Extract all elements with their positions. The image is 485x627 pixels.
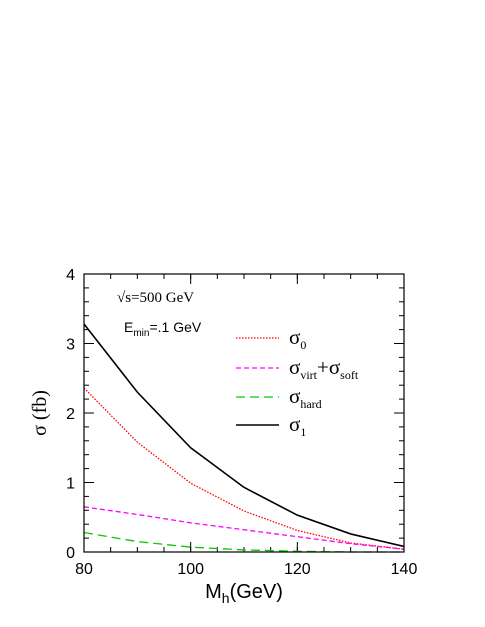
legend-label-1: σvirt+σsoft bbox=[289, 355, 359, 382]
y-tick-label: 1 bbox=[66, 476, 75, 493]
legend-label-3: σ1 bbox=[289, 412, 306, 439]
legend-label-2: σhard bbox=[289, 384, 322, 411]
y-axis-label: σ (fb) bbox=[29, 390, 51, 436]
annotation-sqrt-s: √s=500 GeV bbox=[117, 290, 194, 306]
x-tick-label: 120 bbox=[284, 561, 311, 578]
x-axis-label: Mh(GeV) bbox=[205, 581, 283, 606]
x-tick-label: 80 bbox=[75, 561, 93, 578]
annotation-emin: Emin=.1 GeV bbox=[124, 319, 202, 339]
y-tick-label: 4 bbox=[66, 267, 75, 284]
major-ticks bbox=[83, 273, 405, 553]
series-layer bbox=[83, 323, 405, 553]
y-tick-label: 0 bbox=[66, 545, 75, 562]
x-tick-label: 140 bbox=[391, 561, 418, 578]
x-tick-label: 100 bbox=[177, 561, 204, 578]
plot-frame bbox=[83, 273, 405, 553]
tick-labels: 80 100 120 140 0 1 2 3 4 bbox=[66, 267, 417, 578]
series-line-1 bbox=[83, 506, 405, 550]
minor-ticks bbox=[83, 273, 405, 553]
series-line-3 bbox=[83, 323, 405, 548]
series-line-0 bbox=[83, 387, 405, 550]
legend-label-0: σ0 bbox=[289, 325, 306, 352]
y-tick-label: 2 bbox=[66, 406, 75, 423]
y-tick-label: 3 bbox=[66, 337, 75, 354]
